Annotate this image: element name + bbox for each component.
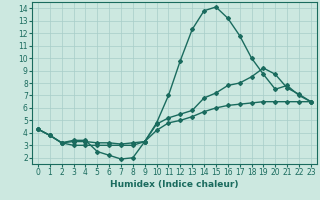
X-axis label: Humidex (Indice chaleur): Humidex (Indice chaleur)	[110, 180, 239, 189]
